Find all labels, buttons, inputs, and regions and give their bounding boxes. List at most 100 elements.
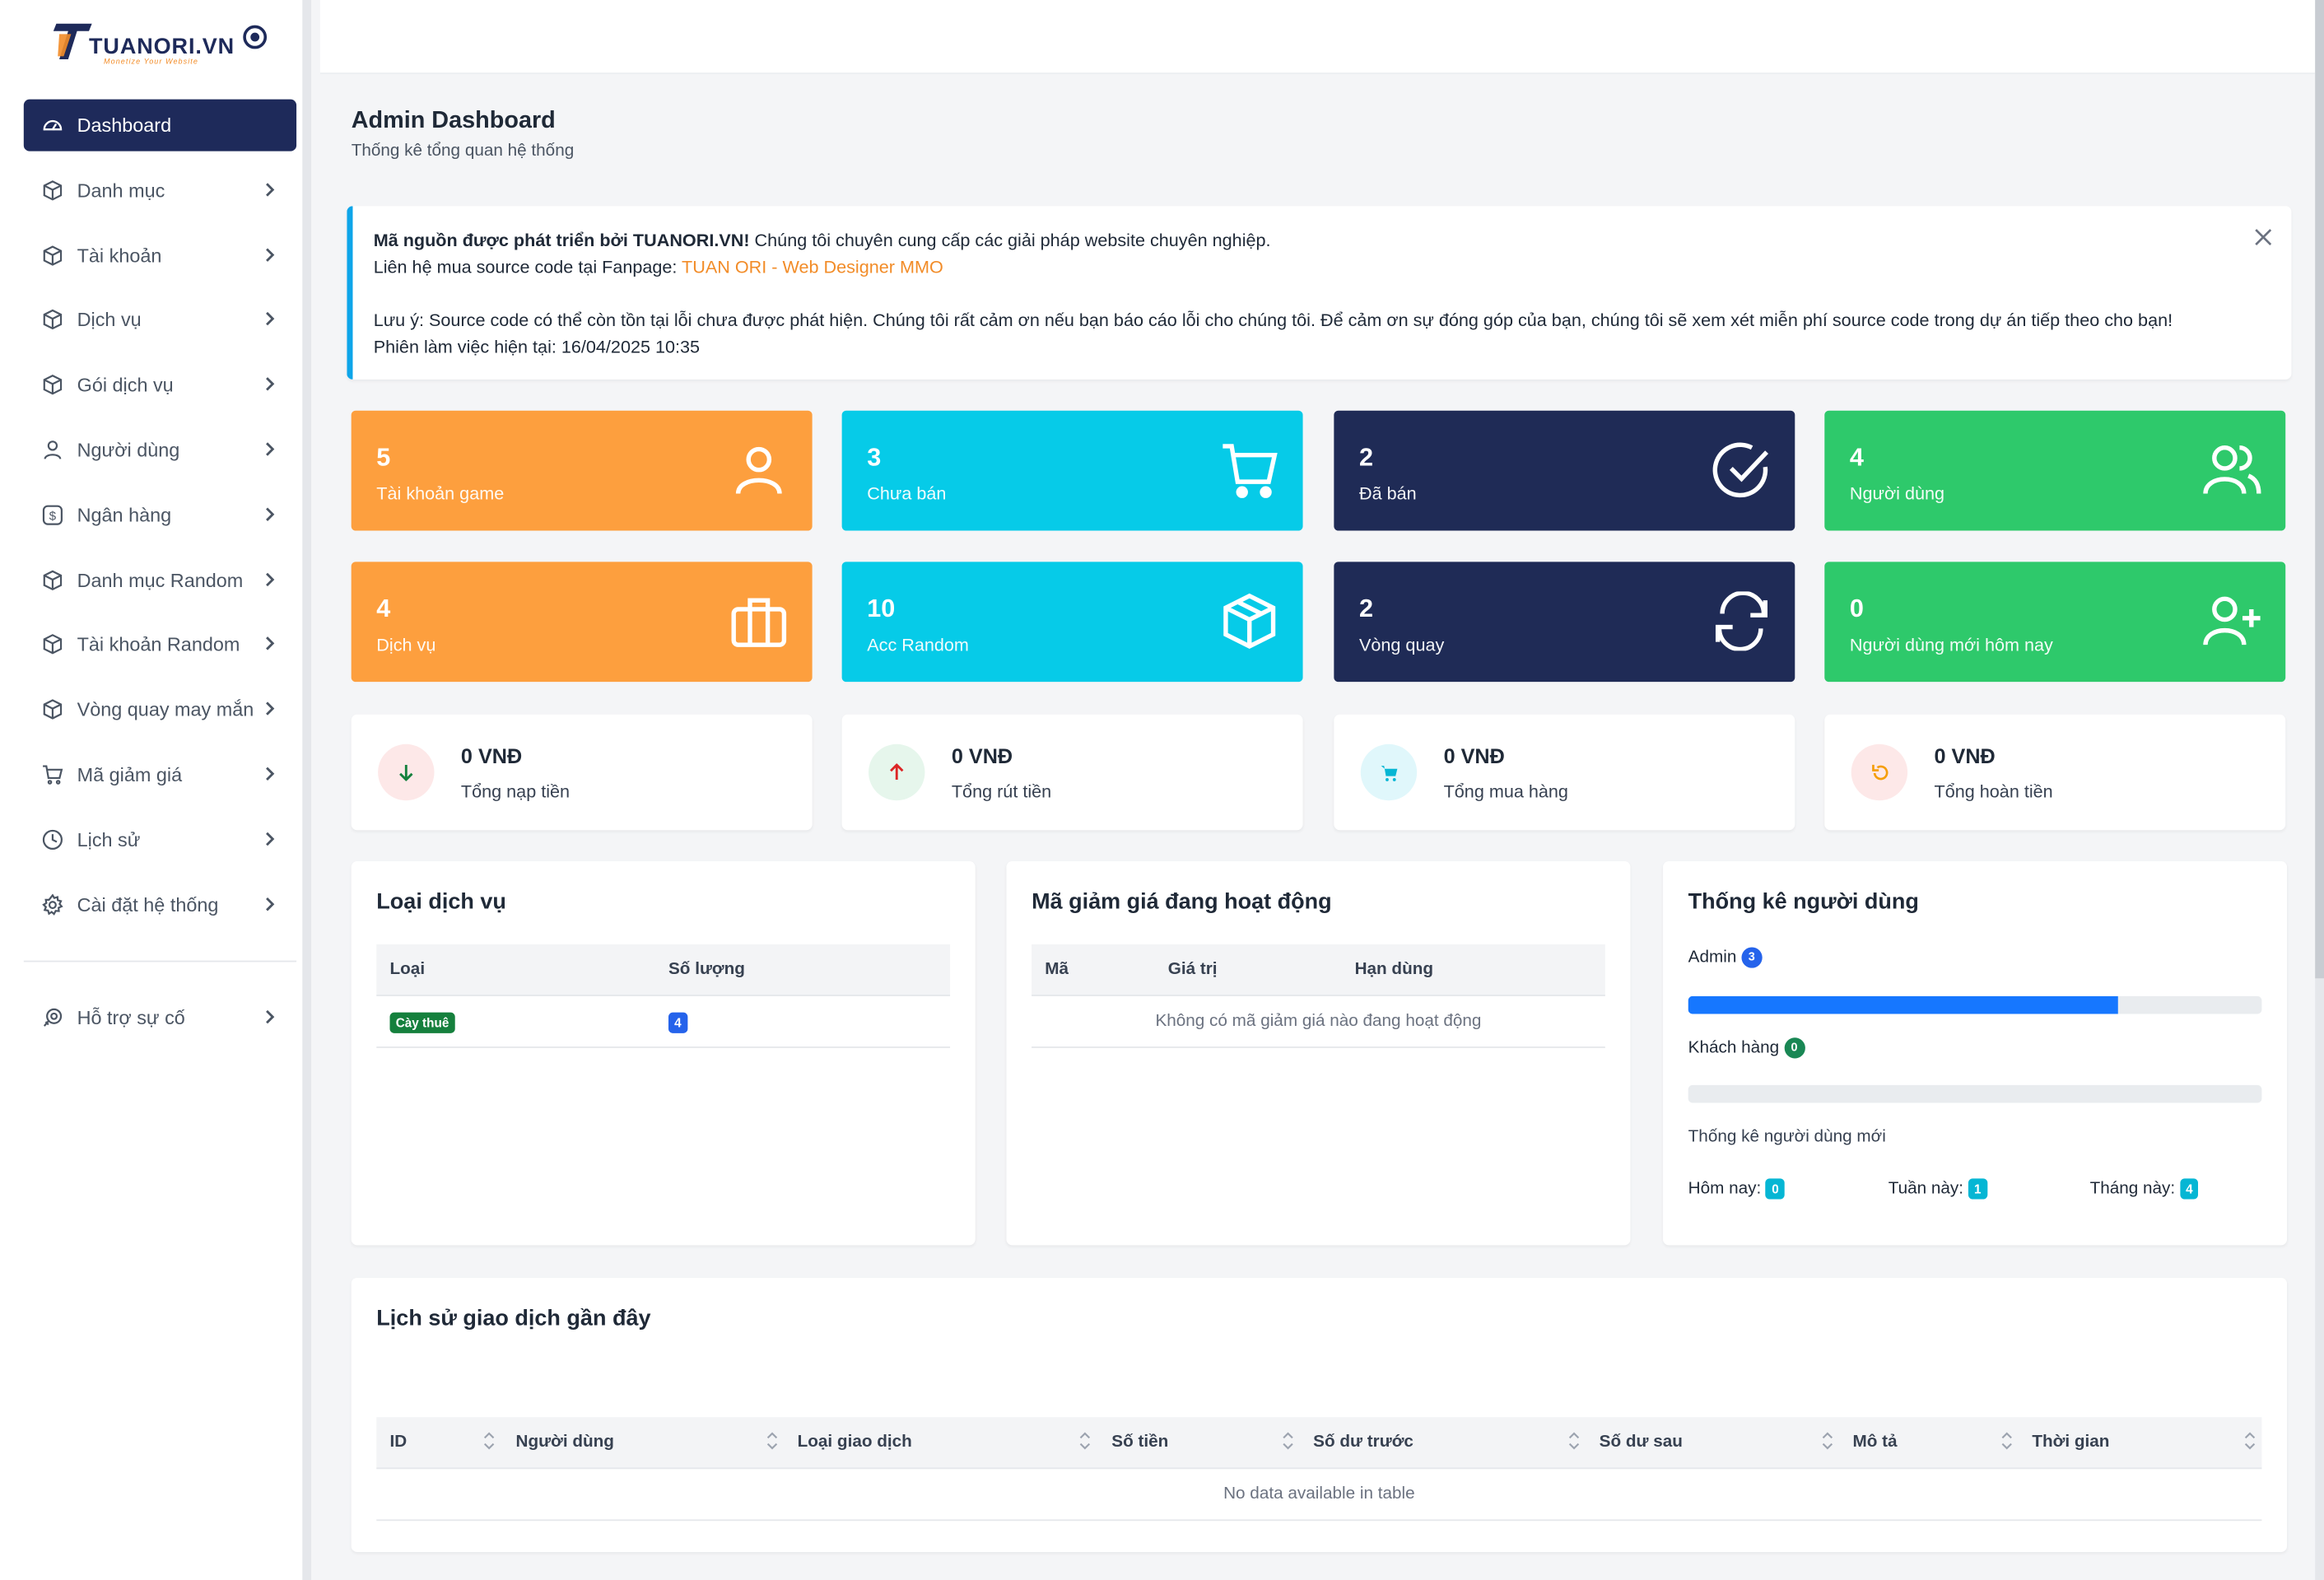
brand-logo[interactable]: TUANORI.VN Monetize Your Website — [53, 15, 276, 68]
sort-icon[interactable] — [1568, 1430, 1580, 1451]
stat-value: 4 — [1849, 443, 1864, 472]
page-subtitle: Thống kê tổng quan hệ thống — [351, 142, 575, 161]
sidebar-item-label: Hỗ trợ sự cố — [77, 1005, 185, 1028]
sidebar-item-label: Tài khoản — [77, 244, 162, 267]
sort-icon[interactable] — [1822, 1430, 1833, 1451]
sidebar-divider — [23, 959, 297, 962]
box-icon — [41, 179, 63, 201]
finance-card-hoan-tien: 0 VNĐ Tổng hoàn tiền — [1824, 714, 2286, 831]
chevron-right-icon — [266, 832, 275, 846]
column-header-amount[interactable]: Số tiền — [1111, 1433, 1169, 1452]
column-header: Số lượng — [668, 960, 745, 979]
sidebar-item-vong-quay[interactable]: Vòng quay may mắn — [24, 683, 296, 735]
sort-icon[interactable] — [2001, 1430, 2013, 1451]
week-stat: Tuần này: 1 — [1888, 1178, 1987, 1200]
chevron-right-icon — [266, 312, 275, 327]
sidebar-item-label: Mã giảm giá — [77, 763, 183, 786]
sort-icon[interactable] — [766, 1430, 778, 1451]
week-label: Tuần này: — [1888, 1180, 1964, 1198]
chevron-right-icon — [266, 182, 275, 197]
table-header: Loại Số lượng — [376, 944, 951, 996]
stat-value: 3 — [867, 443, 882, 472]
chevron-right-icon — [266, 767, 275, 781]
card-title: Loại dịch vụ — [376, 889, 506, 915]
week-badge: 1 — [1968, 1178, 1987, 1200]
stat-card-nguoi-dung[interactable]: 4 Người dùng — [1824, 410, 2286, 531]
support-icon — [41, 1006, 63, 1028]
coupons-card: Mã giảm giá đang hoạt động Mã Giá trị Hạ… — [1006, 861, 1631, 1246]
transactions-card: Lịch sử giao dịch gần đây ID Người dùng … — [351, 1277, 2288, 1553]
column-header-balance-after[interactable]: Số dư sau — [1599, 1433, 1683, 1452]
column-header-balance-before[interactable]: Số dư trước — [1313, 1433, 1413, 1452]
finance-card-nap: 0 VNĐ Tổng nạp tiền — [351, 714, 813, 831]
transactions-table: ID Người dùng Loại giao dịch Số tiền Số … — [376, 1417, 2262, 1522]
notice-line1: Chúng tôi chuyên cung cấp các giải pháp … — [749, 230, 1271, 251]
sort-icon[interactable] — [2244, 1430, 2256, 1451]
chevron-right-icon — [266, 571, 275, 586]
chevron-right-icon — [266, 507, 275, 521]
new-users-title: Thống kê người dùng mới — [1688, 1128, 1886, 1146]
stat-card-nguoi-dung-moi[interactable]: 0 Người dùng mới hôm nay — [1824, 562, 2286, 683]
finance-amount: 0 VNĐ — [1934, 743, 1996, 768]
stat-label: Tài khoản game — [376, 482, 505, 505]
user-icon — [41, 439, 63, 461]
chevron-right-icon — [266, 1009, 275, 1023]
notice-session: Phiên làm việc hiện tại: 16/04/2025 10:3… — [373, 336, 701, 357]
column-header-user[interactable]: Người dùng — [515, 1433, 614, 1452]
finance-amount: 0 VNĐ — [1443, 743, 1505, 768]
sort-icon[interactable] — [483, 1430, 495, 1451]
column-header-type[interactable]: Loại giao dịch — [797, 1433, 912, 1452]
sidebar-item-cai-dat[interactable]: Cài đặt hệ thống — [24, 879, 296, 930]
box-icon — [41, 374, 63, 396]
sidebar-item-nguoi-dung[interactable]: Người dùng — [24, 424, 296, 476]
column-header-id[interactable]: ID — [389, 1433, 408, 1452]
stat-card-dich-vu[interactable]: 4 Dịch vụ — [351, 562, 813, 683]
sidebar-item-tai-khoan[interactable]: Tài khoản — [24, 229, 296, 281]
stat-card-chua-ban[interactable]: 3 Chưa bán — [841, 410, 1303, 531]
month-badge: 4 — [2179, 1178, 2199, 1200]
fanpage-link[interactable]: TUAN ORI - Web Designer MMO — [682, 256, 943, 277]
notice-line2: Liên hệ mua source code tại Fanpage: — [373, 256, 682, 277]
sidebar-item-ma-giam-gia[interactable]: Mã giảm giá — [24, 748, 296, 800]
sidebar-item-danh-muc[interactable]: Danh mục — [24, 164, 296, 216]
finance-card-mua-hang: 0 VNĐ Tổng mua hàng — [1334, 714, 1795, 831]
column-header: Mã — [1045, 960, 1069, 979]
scrollbar-thumb[interactable] — [2315, 0, 2324, 979]
stat-value: 4 — [376, 594, 391, 623]
column-header-time[interactable]: Thời gian — [2032, 1433, 2110, 1452]
service-types-table: Loại Số lượng Cày thuê 4 — [376, 944, 951, 1063]
sidebar-item-goi-dich-vu[interactable]: Gói dịch vụ — [24, 359, 296, 411]
column-header-description[interactable]: Mô tả — [1852, 1433, 1898, 1452]
chevron-right-icon — [266, 247, 275, 262]
sort-icon[interactable] — [1079, 1430, 1091, 1451]
stat-card-acc-random[interactable]: 10 Acc Random — [841, 562, 1303, 683]
clock-icon — [41, 828, 63, 851]
sidebar-item-dich-vu[interactable]: Dịch vụ — [24, 294, 296, 346]
table-row: Cày thuê 4 — [376, 996, 951, 1048]
sidebar-item-ngan-hang[interactable]: $ Ngân hàng — [24, 489, 296, 541]
arrow-down-icon — [378, 743, 435, 801]
today-label: Hôm nay: — [1688, 1180, 1762, 1198]
finance-label: Tổng nạp tiền — [460, 781, 571, 803]
table-row: Không có mã giảm giá nào đang hoạt động — [1032, 996, 1605, 1048]
stat-label: Dịch vụ — [376, 634, 436, 655]
sidebar-item-dashboard[interactable]: Dashboard — [23, 99, 297, 151]
sort-icon[interactable] — [1282, 1430, 1293, 1451]
stat-card-da-ban[interactable]: 2 Đã bán — [1334, 410, 1795, 531]
sidebar-item-lich-su[interactable]: Lịch sử — [24, 813, 296, 865]
customer-progress-bar — [1688, 1084, 2262, 1103]
users-icon — [2203, 445, 2261, 495]
close-icon[interactable] — [2253, 226, 2274, 247]
svg-text:$: $ — [49, 509, 57, 523]
sidebar-item-ho-tro[interactable]: Hỗ trợ sự cố — [24, 991, 296, 1043]
sidebar-item-tai-khoan-random[interactable]: Tài khoản Random — [24, 618, 296, 670]
page-scrollbar[interactable] — [2315, 0, 2324, 1580]
box-icon — [41, 698, 63, 720]
sidebar-toggle-icon[interactable] — [243, 25, 268, 49]
stat-card-tai-khoan-game[interactable]: 5 Tài khoản game — [351, 410, 813, 531]
sidebar-item-danh-muc-random[interactable]: Danh mục Random — [24, 554, 296, 606]
notice-line3: Lưu ý: Source code có thể còn tồn tại lỗ… — [373, 310, 2173, 331]
table-row: No data available in table — [376, 1469, 2262, 1522]
stat-card-vong-quay[interactable]: 2 Vòng quay — [1334, 562, 1795, 683]
brand-tagline: Monetize Your Website — [104, 58, 198, 68]
